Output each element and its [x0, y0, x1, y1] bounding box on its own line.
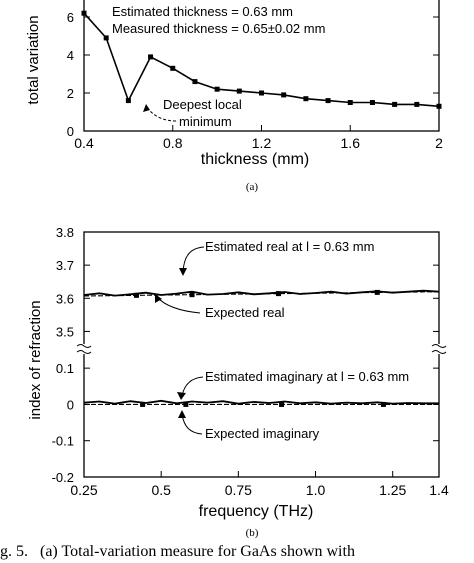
x-ticks-b: 0.25 0.5 0.75 1.0 1.25 1.4 — [70, 471, 449, 498]
expected-marker — [133, 292, 139, 298]
x-axis-label-b: frequency (THz) — [199, 503, 314, 520]
panel-label-b: (b) — [246, 527, 259, 539]
x-tick-label-a: 1.2 — [252, 135, 272, 151]
annotation-exp-real: Expected real — [205, 305, 285, 320]
data-point-a — [281, 92, 287, 98]
figure-caption: g. 5. (a) Total-variation measure for Ga… — [0, 543, 355, 560]
series-a — [81, 10, 442, 109]
expected-real-line — [83, 291, 440, 297]
data-point-a — [325, 98, 331, 104]
y-tick-label-b: 3.6 — [56, 291, 74, 306]
x-tick-label-b: 1.4 — [429, 482, 449, 498]
x-tick-label-b: 1.0 — [306, 482, 326, 498]
axis-break-right — [431, 344, 447, 354]
data-point-a — [369, 100, 375, 105]
annotation-deepest-line2: minimum — [179, 114, 232, 129]
data-point-a — [214, 86, 220, 92]
annotation-estimated-thickness: Estimated thickness = 0.63 mm — [112, 4, 293, 19]
axis-break-right-mask — [431, 344, 447, 354]
x-tick-label-a: 2 — [435, 135, 443, 151]
expected-marker — [279, 401, 285, 407]
expected-marker — [140, 401, 146, 407]
x-axis-label-a: thickness (mm) — [201, 151, 309, 168]
y-tick-label-b: -0.1 — [52, 434, 74, 449]
est-imag-arrowhead — [177, 392, 186, 400]
x-tick-label-a: 1.6 — [341, 135, 361, 151]
annotation-est-imag: Estimated imaginary at l = 0.63 mm — [205, 369, 409, 384]
exp-real-arrow — [156, 296, 201, 314]
y-tick-label-a: 2 — [67, 86, 74, 101]
y-ticks-b: 3.5 3.6 3.7 3.8 -0.2 -0.1 0 0.1 — [52, 225, 439, 485]
data-point-a — [303, 96, 309, 102]
panel-a: 0 2 4 6 0.4 0.8 1.2 1.6 2 Estimated thickness =… — [25, 0, 443, 193]
data-point-a — [436, 103, 442, 109]
x-tick-label-b: 1.25 — [379, 482, 406, 498]
y-ticks-a: 0 2 4 6 — [67, 10, 439, 139]
y-tick-label-a: 6 — [67, 10, 74, 25]
data-point-a — [259, 90, 264, 96]
x-ticks-a: 0.4 0.8 1.2 1.6 2 — [74, 125, 443, 151]
expected-marker — [275, 291, 281, 297]
data-point-a — [125, 98, 131, 104]
data-point-a — [81, 10, 87, 16]
data-point-a — [192, 79, 198, 85]
y-tick-label-a: 4 — [67, 48, 74, 63]
y-tick-label-b: 0.1 — [56, 361, 74, 376]
x-tick-label-b: 0.75 — [225, 482, 252, 498]
x-tick-label-b: 0.5 — [151, 482, 171, 498]
y-tick-label-b: 0 — [67, 397, 74, 412]
panel-label-a: (a) — [246, 181, 259, 193]
x-tick-label-b: 0.25 — [70, 482, 97, 498]
data-point-a — [392, 101, 398, 107]
data-point-a — [347, 100, 353, 105]
plot-frame-a — [83, 0, 440, 132]
annotation-measured-thickness: Measured thickness = 0.65±0.02 mm — [112, 21, 325, 36]
expected-marker — [189, 292, 195, 298]
y-tick-label-b: 3.7 — [56, 258, 74, 273]
axis-break-left — [76, 344, 92, 354]
data-point-a — [148, 54, 154, 60]
data-point-a — [103, 35, 109, 41]
y-axis-label-a: total variation — [25, 15, 42, 104]
plot-frame-b — [83, 231, 440, 478]
y-tick-label-b: 3.5 — [56, 324, 74, 339]
expected-marker — [380, 401, 386, 407]
y-axis-label-b: index of refraction — [27, 300, 44, 419]
data-point-a — [170, 65, 176, 71]
data-point-a — [414, 101, 420, 107]
panel-b: 3.5 3.6 3.7 3.8 -0.2 -0.1 0 0.1 0.25 0.5 0.75 1.0 1… — [27, 225, 449, 539]
est-real-arrowhead — [179, 268, 187, 276]
deepest-minimum-arrowhead — [143, 104, 150, 112]
x-tick-label-a: 0.4 — [74, 135, 94, 151]
annotation-deepest-line1: Deepest local — [163, 97, 242, 112]
y-tick-label-b: -0.2 — [52, 470, 74, 485]
expected-marker — [183, 401, 189, 407]
data-point-a — [236, 88, 242, 94]
y-tick-label-b: 3.8 — [56, 225, 74, 240]
expected-marker — [374, 289, 380, 295]
exp-imag-arrowhead — [178, 410, 186, 418]
y-tick-label-a: 0 — [67, 124, 74, 139]
x-tick-label-a: 0.8 — [163, 135, 183, 151]
annotation-exp-imag: Expected imaginary — [205, 426, 320, 441]
axis-break-left-mask — [76, 344, 92, 354]
series-b — [83, 289, 440, 407]
exp-real-arrowhead — [155, 294, 162, 303]
annotation-est-real: Estimated real at l = 0.63 mm — [205, 239, 374, 254]
